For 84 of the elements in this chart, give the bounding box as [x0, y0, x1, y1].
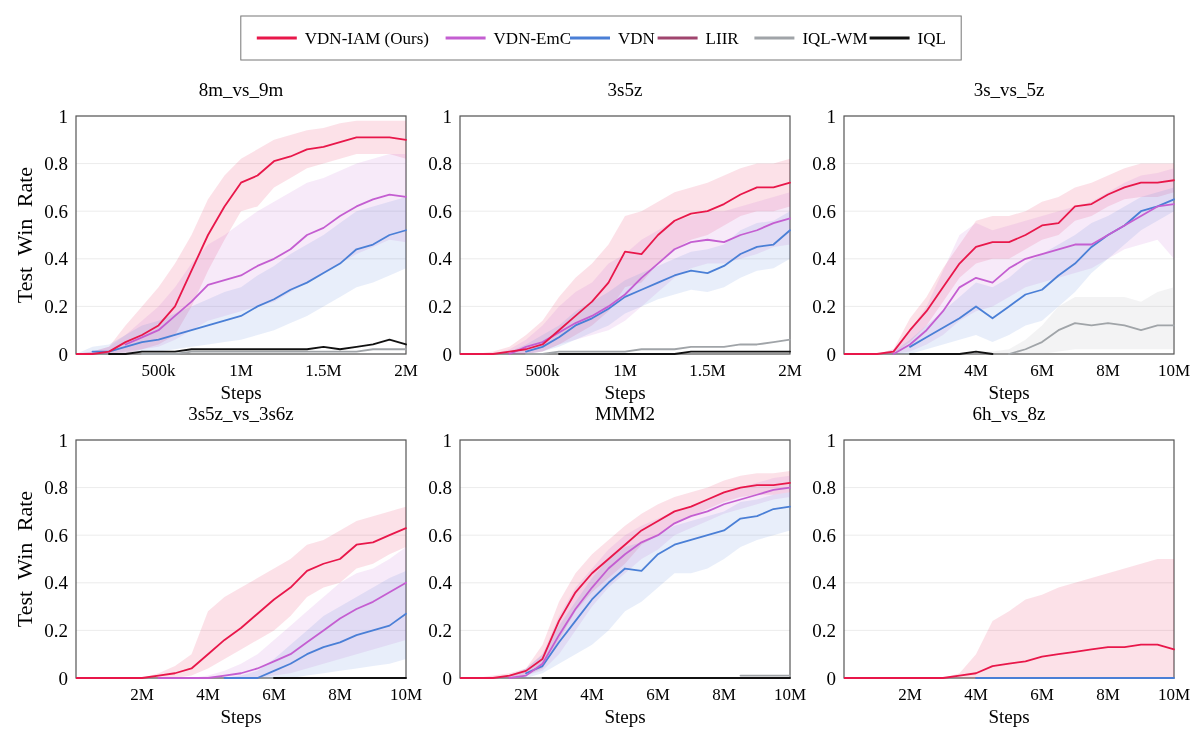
x-tick-label: 10M — [773, 685, 807, 704]
x-tick-label: 1M — [613, 361, 637, 380]
y-tick-label: 0.6 — [44, 524, 68, 546]
y-tick-label: 0.8 — [812, 153, 836, 175]
x-tick-label: 4M — [580, 685, 604, 704]
x-tick-label: 10M — [389, 685, 423, 704]
x-axis-title: Steps — [220, 382, 262, 403]
y-tick-label: 0 — [58, 667, 68, 689]
x-tick-label: 2M — [130, 685, 154, 704]
chart-title: 3s5z_vs_3s6z — [188, 403, 294, 424]
y-tick-label: 0.8 — [428, 477, 452, 499]
y-tick-label: 0.6 — [44, 200, 68, 222]
x-tick-label: 6M — [262, 685, 286, 704]
x-tick-label: 1M — [229, 361, 253, 380]
y-tick-label: 0.8 — [44, 477, 68, 499]
y-tick-label: 1 — [58, 105, 68, 127]
y-tick-label: 0 — [442, 667, 452, 689]
x-tick-label: 8M — [712, 685, 736, 704]
x-tick-label: 8M — [328, 685, 352, 704]
y-tick-label: 0.6 — [428, 200, 452, 222]
y-tick-label: 1 — [58, 429, 68, 451]
x-axis-title: Steps — [220, 706, 262, 727]
x-tick-label: 2M — [898, 361, 922, 380]
chart-title: 8m_vs_9m — [198, 79, 284, 100]
y-tick-label: 0.2 — [428, 296, 452, 318]
legend-label: IQL — [917, 28, 946, 48]
x-tick-label: 2M — [778, 361, 802, 380]
x-tick-label: 500k — [141, 361, 176, 380]
y-axis-title: Test Win Rate — [12, 490, 37, 628]
chart-title: 3s5z — [607, 79, 643, 100]
y-tick-label: 0.4 — [428, 248, 453, 270]
x-axis-title: Steps — [604, 706, 646, 727]
legend-label: VDN — [618, 28, 655, 48]
x-tick-label: 6M — [646, 685, 670, 704]
y-tick-label: 0.2 — [44, 296, 68, 318]
y-tick-label: 0.2 — [812, 620, 836, 642]
y-tick-label: 0.2 — [428, 620, 452, 642]
x-tick-label: 2M — [898, 685, 922, 704]
x-tick-label: 4M — [964, 361, 988, 380]
x-tick-label: 4M — [964, 685, 988, 704]
y-tick-label: 0.2 — [44, 620, 68, 642]
y-tick-label: 1 — [826, 429, 836, 451]
x-tick-label: 6M — [1030, 685, 1054, 704]
x-axis-title: Steps — [604, 382, 646, 403]
y-tick-label: 0.8 — [812, 477, 836, 499]
x-tick-label: 2M — [394, 361, 418, 380]
y-tick-label: 1 — [442, 429, 452, 451]
x-tick-label: 1.5M — [305, 361, 342, 380]
legend-label: LIIR — [705, 28, 740, 48]
y-tick-label: 0 — [58, 343, 68, 365]
x-tick-label: 8M — [1096, 685, 1120, 704]
y-tick-label: 0.6 — [812, 524, 836, 546]
y-axis-title: Test Win Rate — [12, 166, 37, 304]
y-tick-label: 0 — [826, 343, 836, 365]
y-tick-label: 0.2 — [812, 296, 836, 318]
y-tick-label: 0.6 — [812, 200, 836, 222]
x-tick-label: 1.5M — [689, 361, 726, 380]
y-tick-label: 0.4 — [812, 248, 837, 270]
chart-title: MMM2 — [594, 403, 656, 424]
x-tick-label: 10M — [1157, 361, 1191, 380]
chart-title: 6h_vs_8z — [972, 403, 1046, 424]
x-tick-label: 2M — [514, 685, 538, 704]
y-tick-label: 0.8 — [44, 153, 68, 175]
y-tick-label: 1 — [442, 105, 452, 127]
y-tick-label: 0.6 — [428, 524, 452, 546]
legend-label: IQL-WM — [802, 28, 868, 48]
x-axis-title: Steps — [988, 382, 1030, 403]
x-tick-label: 10M — [1157, 685, 1191, 704]
x-tick-label: 500k — [525, 361, 560, 380]
x-axis-title: Steps — [988, 706, 1030, 727]
legend-label: VDN-IAM (Ours) — [304, 28, 429, 48]
chart-title: 3s_vs_5z — [973, 79, 1045, 100]
y-tick-label: 0.4 — [428, 572, 453, 594]
y-tick-label: 0 — [442, 343, 452, 365]
y-tick-label: 1 — [826, 105, 836, 127]
y-tick-label: 0.4 — [44, 248, 69, 270]
legend-label: VDN-EmC — [493, 28, 572, 48]
x-tick-label: 6M — [1030, 361, 1054, 380]
x-tick-label: 4M — [196, 685, 220, 704]
y-tick-label: 0.8 — [428, 153, 452, 175]
y-tick-label: 0.4 — [812, 572, 837, 594]
y-tick-label: 0 — [826, 667, 836, 689]
x-tick-label: 8M — [1096, 361, 1120, 380]
y-tick-label: 0.4 — [44, 572, 69, 594]
